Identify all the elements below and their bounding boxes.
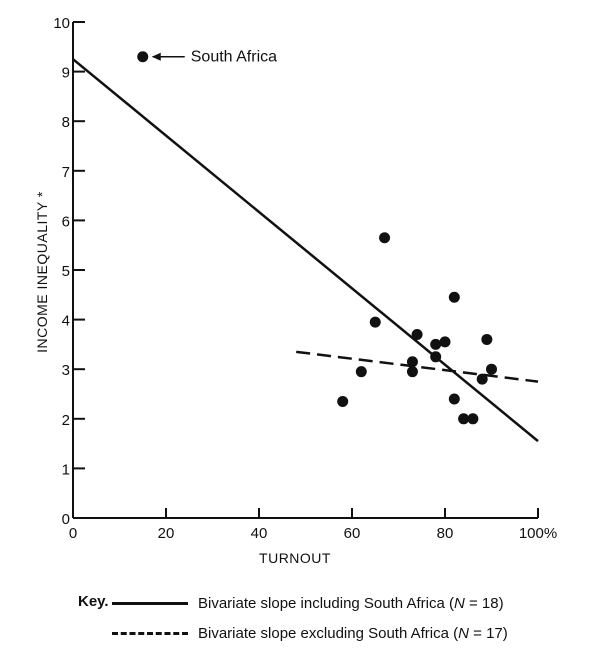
data-point xyxy=(467,413,479,425)
annotation-label: South Africa xyxy=(191,49,277,66)
legend-text-excluding: Bivariate slope excluding South Africa (… xyxy=(198,624,508,642)
regression-line-excluding xyxy=(296,350,539,383)
data-point xyxy=(406,356,418,368)
y-tick-label: 2 xyxy=(62,412,70,429)
data-points xyxy=(137,51,497,425)
annotations: South Africa xyxy=(151,49,277,66)
y-tick-label: 0 xyxy=(62,511,70,528)
legend-item-excluding: Bivariate slope excluding South Africa (… xyxy=(112,623,508,643)
y-tick-label: 3 xyxy=(62,362,70,379)
legend-text-including: Bivariate slope including South Africa (… xyxy=(198,594,504,612)
regression-line-including xyxy=(72,58,539,443)
data-point xyxy=(355,366,367,378)
data-point xyxy=(458,413,470,425)
axes xyxy=(72,22,538,519)
y-tick-label: 4 xyxy=(62,313,70,330)
data-point xyxy=(476,373,488,385)
data-point xyxy=(448,393,460,405)
data-point xyxy=(337,395,349,407)
x-tick-label: 80 xyxy=(437,525,454,542)
y-tick-label: 9 xyxy=(62,65,70,82)
data-point xyxy=(369,316,381,328)
data-point xyxy=(486,363,497,375)
solid-line-swatch xyxy=(112,601,188,605)
data-point xyxy=(430,351,442,363)
legend-key-label: Key. xyxy=(78,593,109,610)
x-tick-label: 40 xyxy=(251,525,268,542)
data-point xyxy=(411,328,423,340)
data-point xyxy=(448,291,460,303)
x-tick-label: 60 xyxy=(344,525,361,542)
y-tick-label: 8 xyxy=(62,114,70,131)
legend-item-including: Bivariate slope including South Africa (… xyxy=(112,593,504,613)
y-tick-label: 5 xyxy=(62,263,70,280)
y-tick-label: 6 xyxy=(62,213,70,230)
y-axis-title: INCOME INEQUALITY * xyxy=(34,191,50,353)
ticks: 0 20 40 60 80 100% 0 1 2 3 4 5 6 7 8 9 10 xyxy=(53,15,557,542)
data-point xyxy=(379,232,391,244)
legend: Key. Bivariate slope including South Afr… xyxy=(0,585,591,655)
y-tick-label: 7 xyxy=(62,164,70,181)
x-axis-title: TURNOUT xyxy=(259,550,331,566)
annotation-arrowhead xyxy=(151,52,161,61)
data-point xyxy=(406,366,418,378)
regression-lines xyxy=(72,58,539,443)
data-point xyxy=(481,333,493,345)
y-tick-label: 10 xyxy=(53,15,70,32)
data-point xyxy=(137,51,149,63)
scatter-chart: 0 20 40 60 80 100% 0 1 2 3 4 5 6 7 8 9 10 South Africa T… xyxy=(34,15,557,566)
dashed-line-swatch xyxy=(112,631,188,635)
x-tick-label: 0 xyxy=(69,525,77,542)
data-point xyxy=(430,338,442,350)
data-point xyxy=(439,336,451,348)
y-tick-label: 1 xyxy=(62,461,70,478)
x-tick-label: 20 xyxy=(158,525,175,542)
x-tick-label: 100% xyxy=(519,525,557,542)
